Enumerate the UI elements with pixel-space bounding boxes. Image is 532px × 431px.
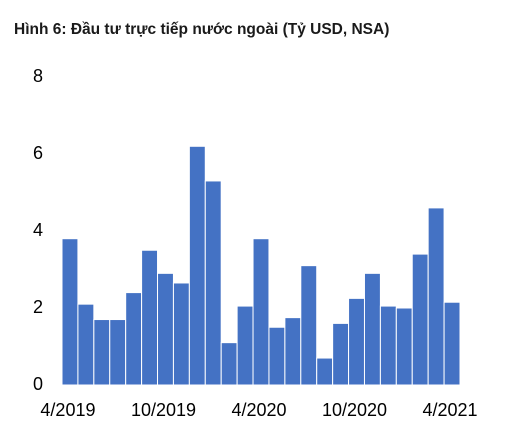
bar (220, 342, 238, 386)
x-tick-label: 10/2020 (322, 400, 387, 420)
x-tick-label: 4/2021 (423, 400, 478, 420)
bar (284, 317, 302, 386)
bar (141, 249, 159, 386)
bar (379, 305, 397, 386)
x-tick-label: 4/2020 (231, 400, 286, 420)
bar (252, 238, 270, 386)
bar (268, 326, 286, 386)
bar (395, 307, 413, 386)
y-tick-label: 8 (33, 66, 43, 86)
bar (363, 272, 381, 386)
bar (411, 253, 429, 386)
bar (188, 145, 206, 386)
bar (61, 238, 79, 386)
y-tick-label: 2 (33, 297, 43, 317)
bar (93, 319, 111, 386)
bar (443, 301, 461, 386)
bar (300, 265, 318, 386)
bar (109, 319, 127, 386)
y-tick-label: 0 (33, 374, 43, 394)
y-tick-label: 6 (33, 143, 43, 163)
bar (316, 357, 334, 386)
chart-title: Hình 6: Đầu tư trực tiếp nước ngoài (Tỷ … (14, 21, 389, 38)
bar (204, 180, 222, 386)
bar (172, 282, 190, 386)
bar (332, 322, 350, 386)
bar (77, 303, 95, 386)
bar (348, 297, 365, 386)
x-tick-label: 10/2019 (131, 400, 196, 420)
y-tick-label: 4 (33, 220, 43, 240)
x-tick-label: 4/2019 (40, 400, 95, 420)
bar (157, 272, 174, 386)
bar (427, 207, 445, 386)
bar (236, 305, 254, 386)
bar (125, 292, 143, 386)
